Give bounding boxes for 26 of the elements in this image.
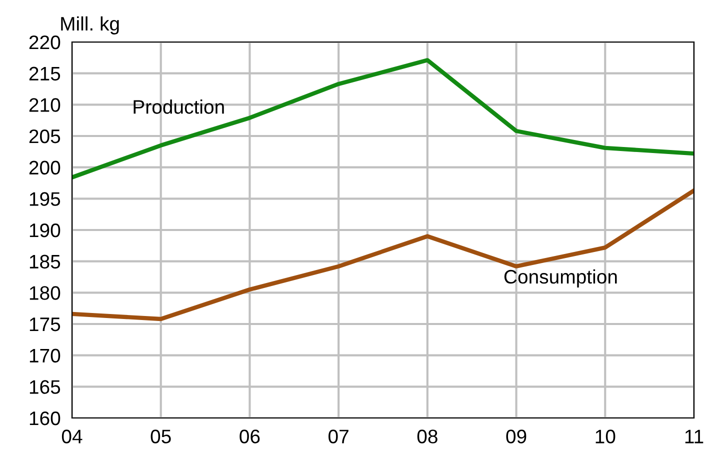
y-tick-label: 195 — [30, 192, 60, 206]
y-tick-label: 180 — [30, 286, 60, 300]
y-tick-label: 205 — [29, 129, 60, 144]
y-tick-label: 185 — [30, 254, 60, 269]
y-tick-label: 160 — [30, 411, 60, 426]
y-tick-label: 165 — [30, 380, 60, 394]
y-tick-label: 220 — [29, 35, 60, 50]
y-tick-label: 190 — [30, 223, 60, 238]
x-tick-label: 11 — [685, 430, 704, 444]
x-tick-label: 05 — [150, 430, 171, 444]
y-tick-label: 175 — [30, 318, 60, 332]
x-tick-label: 08 — [417, 430, 438, 444]
y-tick-label: 170 — [30, 348, 60, 363]
y-tick-label: 200 — [29, 160, 60, 175]
x-tick-label: 09 — [506, 430, 526, 444]
line-series — [72, 58, 694, 180]
x-tick-label: 06 — [240, 430, 260, 444]
series-label: Consumption — [504, 269, 617, 288]
y-axis-title: Mill. kg — [61, 16, 119, 34]
x-tick-label: 10 — [596, 430, 616, 444]
x-tick-label: 04 — [62, 430, 82, 444]
y-tick-label: 215 — [29, 66, 60, 81]
line-series — [72, 188, 694, 322]
series-label: Production — [134, 100, 224, 114]
x-tick-label: 07 — [328, 430, 348, 444]
y-tick-label: 210 — [29, 98, 60, 112]
